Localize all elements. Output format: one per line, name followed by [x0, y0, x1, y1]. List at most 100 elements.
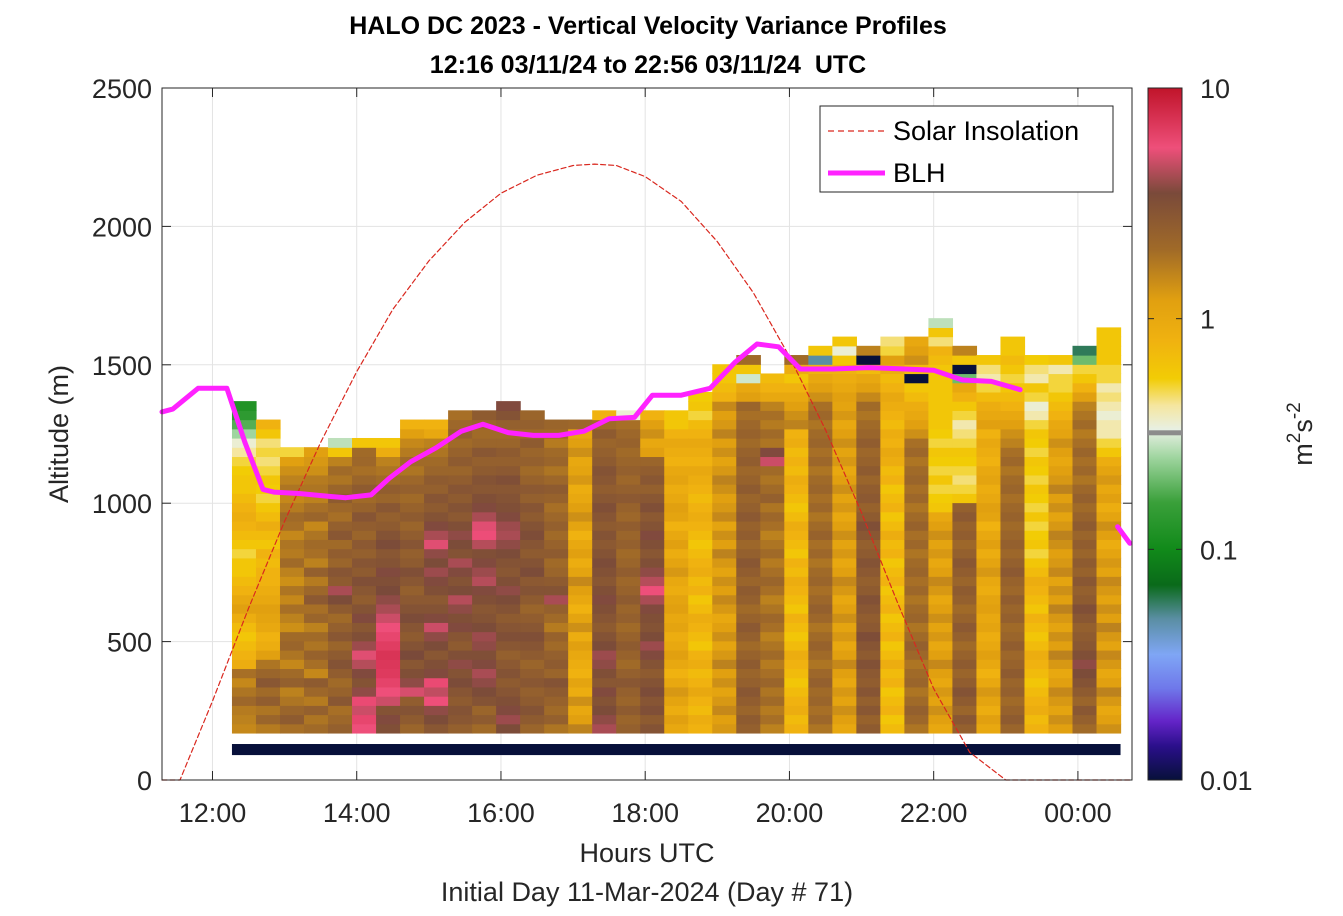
heatmap-cell: [736, 373, 761, 384]
heatmap-cell: [568, 456, 593, 467]
heatmap-cell: [712, 567, 737, 577]
heatmap-cell: [376, 567, 401, 577]
heatmap-cell: [664, 576, 689, 587]
heatmap-cell: [1072, 530, 1098, 540]
heatmap-cell: [1048, 668, 1074, 679]
heatmap-cell: [279, 502, 305, 513]
heatmap-cell: [520, 484, 545, 494]
x-tick-label: 12:00: [179, 798, 247, 828]
heatmap-cell: [760, 484, 785, 494]
heatmap-cell: [1072, 585, 1098, 596]
heatmap-cell: [832, 548, 857, 559]
heatmap-cell: [976, 686, 1002, 697]
heatmap-cell: [736, 474, 761, 485]
heatmap-cell: [592, 613, 617, 623]
heatmap-cell: [688, 576, 713, 587]
heatmap-cell: [904, 345, 930, 356]
heatmap-cell: [400, 447, 425, 458]
heatmap-cell: [255, 613, 281, 623]
heatmap-cell: [832, 345, 857, 356]
heatmap-cell: [856, 603, 881, 614]
heatmap-cell: [279, 659, 305, 670]
heatmap-cell: [616, 520, 641, 531]
heatmap-cell: [856, 640, 881, 651]
heatmap-cell: [784, 714, 809, 725]
heatmap-cell: [784, 603, 809, 614]
heatmap-cell: [808, 548, 833, 559]
heatmap-cell: [664, 631, 689, 642]
heatmap-cell: [688, 613, 713, 623]
heatmap-cell: [544, 723, 569, 734]
heatmap-cell: [784, 520, 809, 531]
heatmap-cell: [255, 447, 281, 458]
heatmap-cell: [976, 714, 1002, 725]
heatmap-cell: [592, 484, 617, 494]
heatmap-cell: [544, 456, 569, 467]
heatmap-cell: [1024, 474, 1050, 485]
heatmap-cell: [760, 686, 785, 697]
heatmap-cell: [352, 714, 377, 725]
heatmap-cell: [400, 557, 425, 568]
heatmap-cell: [279, 520, 305, 531]
heatmap-cell: [544, 437, 569, 448]
heatmap-cell: [424, 696, 449, 706]
heatmap-cell: [400, 502, 425, 513]
heatmap-cell: [424, 474, 449, 485]
heatmap-cell: [712, 410, 737, 421]
heatmap-cell: [760, 511, 785, 522]
heatmap-cell: [640, 594, 665, 605]
heatmap-cell: [688, 465, 713, 476]
heatmap-cell: [1072, 437, 1098, 448]
heatmap-cell: [279, 465, 305, 476]
heatmap-cell: [255, 705, 281, 716]
heatmap-cell: [231, 585, 257, 596]
heatmap-cell: [928, 345, 954, 356]
heatmap-cell: [1024, 603, 1050, 614]
heatmap-cell: [928, 437, 954, 448]
heatmap-cell: [928, 530, 954, 540]
heatmap-cell: [736, 410, 761, 421]
heatmap-cell: [544, 613, 569, 623]
heatmap-cell: [424, 677, 449, 688]
heatmap-cell: [832, 603, 857, 614]
heatmap-cell: [616, 484, 641, 494]
heatmap-cell: [928, 686, 954, 697]
heatmap-cell: [808, 705, 833, 716]
heatmap-cell: [304, 539, 329, 550]
heatmap-cell: [255, 419, 281, 430]
heatmap-cell: [1048, 373, 1074, 384]
heatmap-cell: [424, 419, 449, 430]
heatmap-cell: [304, 705, 329, 716]
heatmap-cell: [376, 493, 401, 504]
heatmap-cell: [904, 548, 930, 559]
heatmap-cell: [808, 474, 833, 485]
heatmap-cell: [760, 548, 785, 559]
heatmap-cell: [1072, 668, 1098, 679]
heatmap-cell: [976, 437, 1002, 448]
heatmap-cell: [760, 428, 785, 439]
heatmap-cell: [784, 364, 809, 375]
heatmap-cell: [1096, 465, 1122, 476]
heatmap-cell: [952, 613, 978, 623]
heatmap-cell: [400, 659, 425, 670]
heatmap-cell: [1096, 447, 1122, 458]
heatmap-cell: [352, 447, 377, 458]
heatmap-cell: [255, 511, 281, 522]
heatmap-cell: [952, 594, 978, 605]
heatmap-cell: [856, 465, 881, 476]
heatmap-cell: [808, 456, 833, 467]
heatmap-cell: [904, 557, 930, 568]
heatmap-cell: [304, 723, 329, 734]
heatmap-cell: [1096, 649, 1122, 660]
heatmap-cell: [1072, 631, 1098, 642]
heatmap-cell: [376, 686, 401, 697]
heatmap-cell: [856, 520, 881, 531]
heatmap-cell: [904, 419, 930, 430]
heatmap-cell: [856, 474, 881, 485]
heatmap-cell: [472, 465, 497, 476]
heatmap-cell: [880, 382, 905, 393]
heatmap-cell: [784, 668, 809, 679]
heatmap-cell: [1096, 622, 1122, 633]
heatmap-cell: [952, 355, 978, 365]
heatmap-cell: [328, 659, 353, 670]
